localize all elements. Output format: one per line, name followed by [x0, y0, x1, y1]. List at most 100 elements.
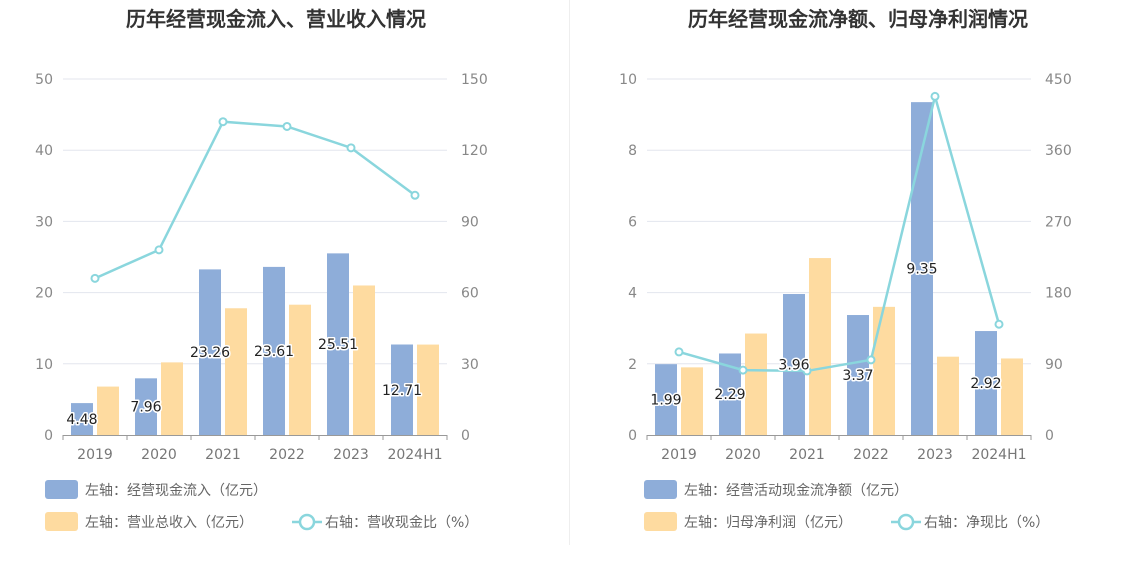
- bar-data-label: 23.26: [190, 345, 230, 361]
- legend-swatch-marker: [298, 513, 316, 531]
- bar-secondary: [681, 367, 703, 435]
- y-left-tick-label: 10: [35, 357, 53, 373]
- y-right-tick-label: 90: [1045, 357, 1063, 373]
- x-tick-label: 2019: [77, 447, 113, 463]
- bar-secondary: [225, 308, 247, 435]
- y-left-tick-label: 2: [628, 357, 637, 373]
- x-tick-label: 2024H1: [387, 447, 442, 463]
- bar-data-label: 4.48: [66, 412, 97, 428]
- chart-title: 历年经营现金流入、营业收入情况: [126, 7, 426, 31]
- ratio-point: [218, 117, 228, 127]
- ratio-line: [678, 91, 1001, 373]
- y-right-tick-label: 90: [461, 214, 479, 230]
- ratio-point: [930, 91, 940, 101]
- x-tick-label: 2022: [853, 447, 889, 463]
- bar-secondary: [937, 356, 959, 435]
- ratio-point: [802, 366, 812, 376]
- bar-primary: [71, 403, 93, 435]
- ratio-point: [346, 143, 356, 153]
- x-tick-label: 2021: [789, 447, 825, 463]
- bar-data-label: 12.71: [382, 383, 422, 399]
- legend-swatch-secondary: [644, 512, 677, 531]
- x-tick-label: 2019: [661, 447, 697, 463]
- bar-data-label: 3.37: [842, 368, 873, 384]
- y-left-tick-label: 10: [619, 72, 637, 88]
- bar-data-label: 7.96: [130, 400, 161, 416]
- bar-primary: [327, 253, 349, 435]
- y-left-tick-label: 6: [628, 214, 637, 230]
- bar-data-label: 23.61: [254, 344, 294, 360]
- y-right-tick-label: 120: [461, 143, 488, 159]
- bar-secondary: [873, 306, 895, 435]
- bar-secondary: [161, 362, 183, 435]
- bar-primary: [911, 102, 933, 435]
- legend-label-secondary: 左轴：营业总收入（亿元）: [85, 515, 253, 531]
- bar-primary: [199, 269, 221, 435]
- bar-primary: [391, 344, 413, 435]
- legend-label-line: 右轴：净现比（%）: [924, 515, 1049, 531]
- x-tick-label: 2023: [917, 447, 953, 463]
- y-right-tick-label: 450: [1045, 72, 1072, 88]
- bar-secondary: [1001, 358, 1023, 435]
- legend-swatch-secondary: [45, 512, 78, 531]
- y-left-tick-label: 50: [35, 72, 53, 88]
- x-tick-label: 2022: [269, 447, 305, 463]
- bar-secondary: [417, 344, 439, 435]
- bar-data-label: 9.35: [906, 262, 937, 278]
- legend-swatch-marker: [897, 513, 915, 531]
- ratio-point: [90, 273, 100, 283]
- bar-secondary: [745, 333, 767, 435]
- bar-primary: [263, 266, 285, 435]
- bar-secondary: [289, 304, 311, 435]
- x-tick-label: 2020: [141, 447, 177, 463]
- bar-data-label: 25.51: [318, 337, 358, 353]
- bar-data-label: 2.29: [714, 387, 745, 403]
- y-left-tick-label: 20: [35, 286, 53, 302]
- bar-primary: [847, 315, 869, 435]
- legend-swatch-primary: [644, 480, 677, 499]
- bar-data-label: 1.99: [650, 393, 681, 409]
- y-left-tick-label: 0: [44, 428, 53, 444]
- legend-label-primary: 左轴：经营活动现金流净额（亿元）: [684, 483, 908, 499]
- bar-data-label: 2.92: [970, 376, 1001, 392]
- ratio-line: [94, 120, 416, 280]
- y-left-tick-label: 0: [628, 428, 637, 444]
- y-right-tick-label: 180: [1045, 286, 1072, 302]
- bar-primary: [655, 364, 677, 435]
- ratio-point: [154, 245, 164, 255]
- ratio-point: [674, 347, 684, 357]
- y-right-tick-label: 0: [461, 428, 470, 444]
- ratio-point: [866, 355, 876, 365]
- y-left-tick-label: 4: [628, 286, 637, 302]
- legend-swatch-primary: [45, 480, 78, 499]
- bar-primary: [719, 353, 741, 435]
- bar-secondary: [97, 386, 119, 435]
- y-right-tick-label: 60: [461, 286, 479, 302]
- x-tick-label: 2024H1: [971, 447, 1026, 463]
- y-left-tick-label: 30: [35, 214, 53, 230]
- ratio-point: [410, 190, 420, 200]
- ratio-point: [994, 319, 1004, 329]
- x-tick-label: 2023: [333, 447, 369, 463]
- bar-primary: [783, 294, 805, 435]
- legend-label-secondary: 左轴：归母净利润（亿元）: [684, 514, 852, 531]
- x-tick-label: 2020: [725, 447, 761, 463]
- y-right-tick-label: 360: [1045, 143, 1072, 159]
- bar-primary: [135, 378, 157, 435]
- bar-secondary: [809, 258, 831, 435]
- ratio-point: [738, 365, 748, 375]
- y-left-tick-label: 8: [628, 143, 637, 159]
- bar-secondary: [353, 285, 375, 435]
- y-left-tick-label: 40: [35, 143, 53, 159]
- y-right-tick-label: 30: [461, 357, 479, 373]
- y-right-tick-label: 0: [1045, 428, 1054, 444]
- bar-primary: [975, 331, 997, 435]
- legend-label-primary: 左轴：经营现金流入（亿元）: [85, 483, 267, 499]
- legend-label-line: 右轴：营收现金比（%）: [325, 515, 478, 531]
- x-tick-label: 2021: [205, 447, 241, 463]
- y-right-tick-label: 270: [1045, 214, 1072, 230]
- y-right-tick-label: 150: [461, 72, 488, 88]
- bar-data-label: 3.96: [778, 358, 809, 374]
- ratio-point: [282, 121, 292, 131]
